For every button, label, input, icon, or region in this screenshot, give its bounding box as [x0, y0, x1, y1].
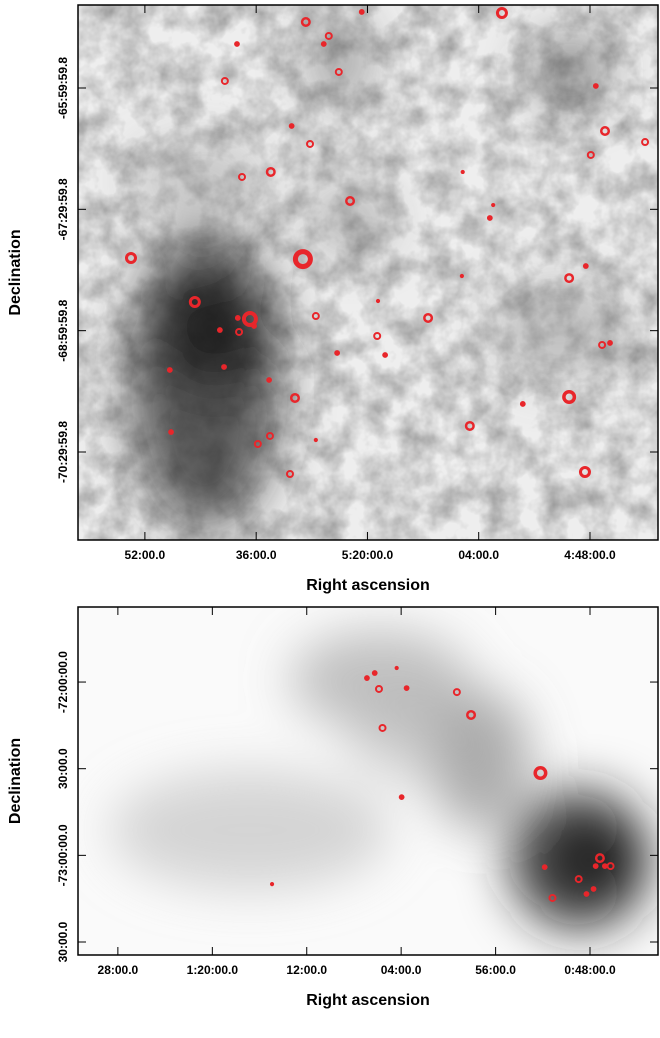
source-marker	[564, 273, 575, 284]
source-marker	[460, 169, 465, 175]
source-marker	[313, 437, 318, 443]
source-marker	[358, 9, 365, 15]
x-axis-title: Right ascension	[306, 577, 430, 594]
y-tick-label: -68:59:59.8	[56, 299, 70, 361]
source-marker	[253, 439, 262, 448]
source-marker	[235, 327, 244, 336]
source-marker	[251, 323, 257, 329]
source-marker	[464, 420, 475, 431]
y-tick-label: -73:00:00.0	[56, 824, 70, 886]
source-marker	[378, 723, 387, 732]
source-marker	[466, 709, 477, 720]
source-marker	[394, 665, 399, 671]
source-marker	[124, 252, 137, 265]
source-marker	[234, 41, 240, 47]
source-marker	[265, 431, 274, 440]
x-tick-label: 1:20:00.0	[187, 963, 239, 977]
x-tick-label: 36:00.0	[236, 548, 277, 562]
source-marker	[459, 273, 464, 279]
source-marker	[586, 150, 595, 159]
source-marker	[311, 312, 320, 321]
source-marker	[562, 389, 577, 404]
source-marker	[519, 401, 526, 407]
source-marker	[168, 429, 174, 435]
source-marker	[606, 862, 615, 871]
source-marker	[403, 685, 410, 692]
y-tick-label: -67:29:59.8	[56, 178, 70, 240]
sky-image	[78, 5, 658, 540]
x-tick-label: 4:48:00.0	[564, 548, 616, 562]
source-marker	[583, 891, 590, 897]
x-tick-label: 5:20:00.0	[342, 548, 394, 562]
sky-image	[78, 607, 658, 955]
source-marker	[495, 7, 508, 20]
source-marker	[216, 327, 223, 333]
source-marker	[265, 166, 276, 177]
source-marker	[398, 794, 405, 801]
source-marker	[345, 195, 356, 206]
source-marker	[334, 350, 341, 356]
source-marker	[598, 340, 607, 349]
source-marker	[578, 465, 591, 478]
y-tick-label: -65:59:59.8	[56, 57, 70, 119]
y-tick-label: -72:00:00.0	[56, 651, 70, 713]
source-marker	[166, 367, 173, 373]
x-tick-label: 0:48:00.0	[564, 963, 616, 977]
x-axis-title: Right ascension	[306, 992, 430, 1009]
source-marker	[221, 364, 227, 370]
x-tick-label: 12:00.0	[286, 963, 327, 977]
source-marker	[607, 340, 613, 346]
source-marker	[324, 31, 333, 40]
source-marker	[266, 377, 273, 383]
source-marker	[548, 893, 557, 902]
source-marker	[600, 126, 611, 137]
source-marker	[220, 76, 229, 85]
y-tick-label: 30:00.0	[56, 921, 70, 962]
y-tick-label: -70:29:59.8	[56, 421, 70, 483]
source-marker	[188, 296, 201, 309]
source-marker	[285, 469, 294, 478]
source-marker	[300, 16, 311, 27]
source-marker	[364, 675, 370, 681]
source-marker	[641, 138, 650, 147]
x-tick-label: 04:00.0	[458, 548, 499, 562]
source-marker	[237, 172, 246, 181]
source-marker	[452, 688, 461, 697]
source-marker	[375, 298, 381, 304]
x-tick-label: 56:00.0	[475, 963, 516, 977]
source-marker	[289, 392, 300, 403]
source-marker	[382, 352, 389, 358]
y-tick-label: 30:00.0	[56, 748, 70, 789]
y-axis-title: Declination	[7, 229, 24, 315]
source-marker	[486, 215, 493, 221]
source-marker	[269, 882, 275, 887]
plot-frame	[77, 606, 659, 956]
y-axis-title: Declination	[7, 738, 24, 824]
source-marker	[491, 202, 496, 208]
source-marker	[574, 875, 583, 884]
source-marker	[374, 684, 383, 693]
source-marker	[594, 853, 605, 864]
source-marker	[541, 864, 548, 871]
x-tick-label: 28:00.0	[98, 963, 139, 977]
source-marker	[288, 123, 295, 129]
source-marker	[592, 83, 599, 89]
source-marker	[373, 331, 382, 340]
source-marker	[371, 670, 378, 676]
source-marker	[590, 886, 597, 892]
source-marker	[582, 263, 589, 269]
plot-frame	[77, 4, 659, 541]
source-marker	[292, 249, 313, 270]
source-marker	[334, 67, 343, 76]
source-marker	[241, 311, 258, 328]
source-marker	[234, 315, 241, 321]
x-tick-label: 52:00.0	[125, 548, 166, 562]
source-marker	[320, 41, 327, 47]
source-marker	[533, 766, 548, 781]
source-marker	[423, 312, 434, 323]
source-marker	[592, 863, 599, 869]
source-marker	[306, 139, 314, 148]
x-tick-label: 04:00.0	[381, 963, 422, 977]
